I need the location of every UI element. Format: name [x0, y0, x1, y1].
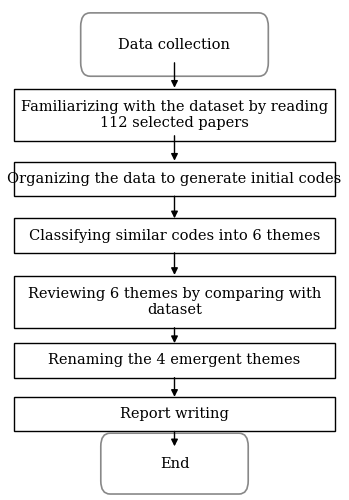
FancyBboxPatch shape	[14, 218, 335, 253]
Text: End: End	[160, 456, 189, 470]
Text: Classifying similar codes into 6 themes: Classifying similar codes into 6 themes	[29, 228, 320, 242]
FancyBboxPatch shape	[14, 88, 335, 141]
Text: Reviewing 6 themes by comparing with
dataset: Reviewing 6 themes by comparing with dat…	[28, 286, 321, 317]
FancyBboxPatch shape	[14, 397, 335, 432]
Text: Report writing: Report writing	[120, 407, 229, 421]
FancyBboxPatch shape	[14, 343, 335, 378]
FancyBboxPatch shape	[14, 162, 335, 196]
Text: Data collection: Data collection	[119, 38, 230, 52]
FancyBboxPatch shape	[81, 13, 268, 76]
Text: Renaming the 4 emergent themes: Renaming the 4 emergent themes	[49, 354, 300, 368]
FancyBboxPatch shape	[14, 276, 335, 328]
Text: Familiarizing with the dataset by reading
112 selected papers: Familiarizing with the dataset by readin…	[21, 100, 328, 130]
Text: Organizing the data to generate initial codes: Organizing the data to generate initial …	[7, 172, 342, 186]
FancyBboxPatch shape	[101, 433, 248, 494]
